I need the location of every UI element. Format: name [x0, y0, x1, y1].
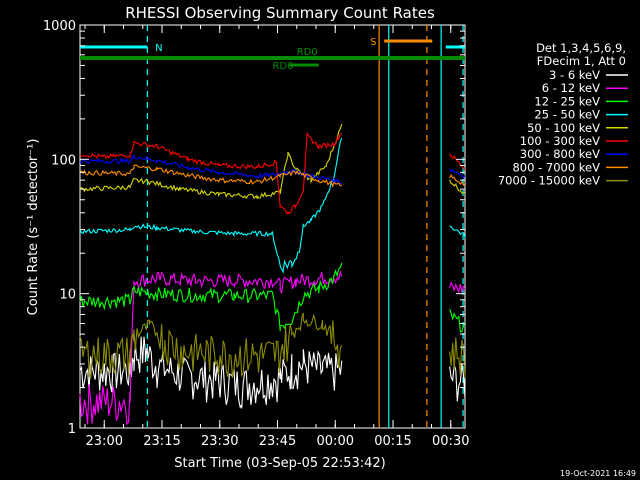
flag-label-n: N [155, 43, 162, 54]
flag-label-rd6: RD6 [273, 61, 294, 72]
legend-label-7: 800 - 7000 keV [512, 160, 600, 174]
x-tick-label-5: 00:15 [374, 434, 411, 449]
chart-title: RHESSI Observing Summary Count Rates [125, 4, 435, 22]
series-line-1 [79, 269, 466, 426]
series-line-3 [79, 137, 466, 274]
legend-label-6: 300 - 800 keV [520, 147, 600, 161]
x-tick-label-3: 23:45 [259, 434, 296, 449]
vertical-marker-lines [146, 25, 464, 428]
flag-label-rd0: RD0 [297, 47, 318, 58]
plot-frame [79, 24, 466, 429]
axis-ticks: 23:00 23:15 23:30 23:45 00:00 00:15 00:30 1 10 10… [43, 19, 470, 449]
x-tick-label-4: 00:00 [317, 434, 354, 449]
series-line-0 [79, 336, 466, 409]
series-lines [79, 123, 466, 426]
legend-label-8: 7000 - 15000 keV [498, 174, 600, 188]
y-tick-label-2: 100 [51, 153, 76, 168]
series-line-2 [79, 262, 466, 333]
legend-header-1: FDecim 1, Att 0 [537, 54, 626, 68]
legend-label-0: 3 - 6 keV [549, 68, 600, 82]
series-line-7 [79, 164, 466, 188]
x-axis-label: Start Time (03-Sep-05 22:53:42) [174, 456, 385, 471]
legend-label-2: 12 - 25 keV [534, 94, 600, 108]
flag-label-s: S [370, 37, 376, 48]
y-axis-label: Count Rate (s⁻¹ detector⁻¹) [26, 139, 41, 316]
legend-label-3: 25 - 50 keV [534, 108, 600, 122]
series-line-4 [79, 123, 466, 200]
series-line-8 [79, 312, 466, 379]
x-tick-label-0: 23:00 [86, 434, 123, 449]
legend-label-5: 100 - 300 keV [520, 134, 600, 148]
x-tick-label-6: 00:30 [432, 434, 469, 449]
y-tick-label-0: 1 [68, 422, 76, 437]
axis-labels: RHESSI Observing Summary Count Rates Sta… [26, 4, 636, 478]
legend: Det 1,3,4,5,6,9,FDecim 1, Att 03 - 6 keV… [498, 41, 628, 188]
y-tick-label-3: 1000 [43, 19, 76, 34]
flag-label-bg-rd0 [293, 45, 322, 56]
footer-date: 19-Oct-2021 16:49 [560, 469, 636, 478]
x-tick-label-2: 23:30 [201, 434, 238, 449]
x-tick-label-1: 23:15 [143, 434, 180, 449]
y-tick-label-1: 10 [59, 288, 76, 303]
legend-header-0: Det 1,3,4,5,6,9, [536, 41, 626, 55]
series-line-5 [79, 131, 466, 215]
legend-label-4: 50 - 100 keV [527, 121, 600, 135]
plot-border [79, 24, 466, 429]
legend-label-1: 6 - 12 keV [542, 81, 600, 95]
